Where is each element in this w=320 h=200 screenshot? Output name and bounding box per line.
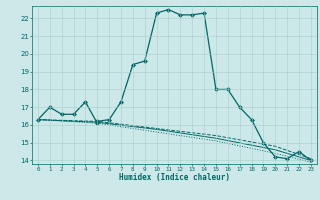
X-axis label: Humidex (Indice chaleur): Humidex (Indice chaleur) xyxy=(119,173,230,182)
